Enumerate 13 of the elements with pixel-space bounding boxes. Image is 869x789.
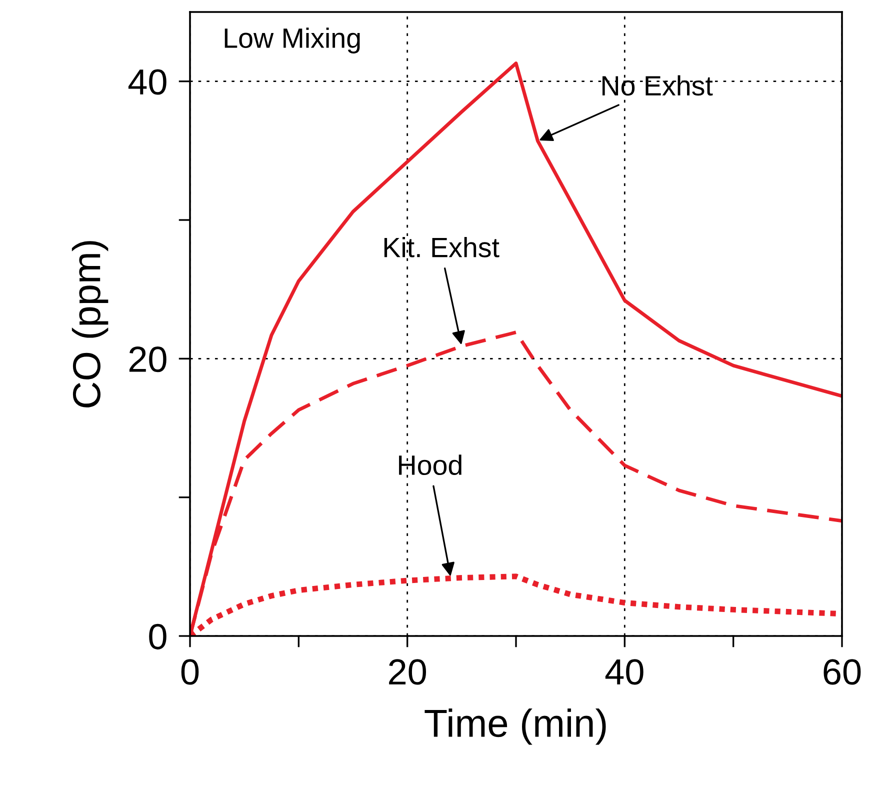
x-tick-label: 0 (181, 659, 199, 685)
annotation: Low Mixing (224, 28, 360, 54)
x-axis-title: Time (min) (424, 708, 606, 745)
y-tick-label: 0 (149, 624, 166, 650)
y-tick-label: 20 (129, 346, 166, 372)
y-tick-label: 40 (128, 69, 166, 95)
annotation: Hood (399, 454, 462, 476)
y-axis-title: CO (ppm) (72, 241, 108, 408)
x-tick-label: 20 (389, 659, 426, 685)
annotation: Kit. Exhst (384, 236, 500, 258)
annotation: No Exhst (602, 75, 713, 96)
x-tick-label: 60 (824, 659, 861, 685)
x-tick-label: 40 (605, 659, 644, 685)
